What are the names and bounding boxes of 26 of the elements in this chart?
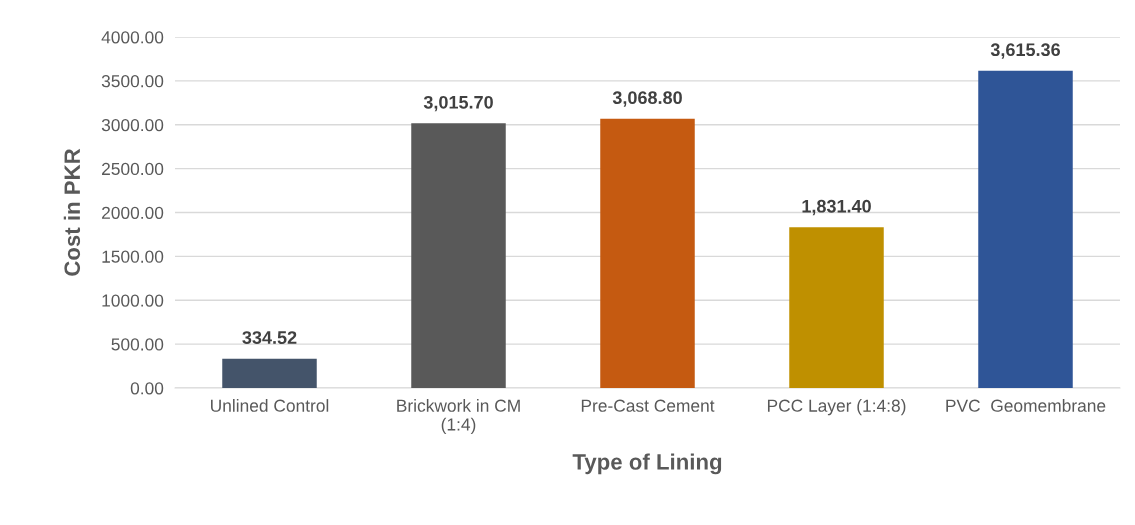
y-axis-title: Cost in PKR [63,148,81,276]
y-tick-label: 2500.00 [102,162,164,176]
y-tick-label: 0.00 [130,382,164,395]
y-tick-label: 1500.00 [102,250,164,263]
bar [978,70,1073,388]
data-label: 3,015.70 [423,95,493,112]
y-tick-label: 3500.00 [101,75,164,88]
y-tick-label: 4000.00 [101,31,164,44]
bar [789,227,884,388]
x-tick-label: Brickwork in CM (1:4) [397,399,520,434]
data-label: 1,831.40 [802,199,871,216]
data-label: 3,068.80 [612,91,682,107]
data-label: 334.52 [242,331,297,344]
bar [222,358,317,388]
bar [600,118,695,388]
data-label: 3,615.36 [990,43,1060,59]
y-tick-label: 500.00 [111,338,164,351]
x-tick-label: PVC Geomembrane [946,399,1106,412]
x-tick-label: PCC Layer (1:4:8) [767,399,906,416]
y-tick-label: 2000.00 [102,206,164,219]
bar [411,123,506,388]
y-tick-label: 3000.00 [101,118,164,132]
x-tick-label: Unlined Control [211,399,329,412]
x-axis-title: Type of Lining [572,453,722,475]
x-tick-label: Pre-Cast Cement [581,399,715,412]
y-tick-label: 1000.00 [102,294,164,307]
